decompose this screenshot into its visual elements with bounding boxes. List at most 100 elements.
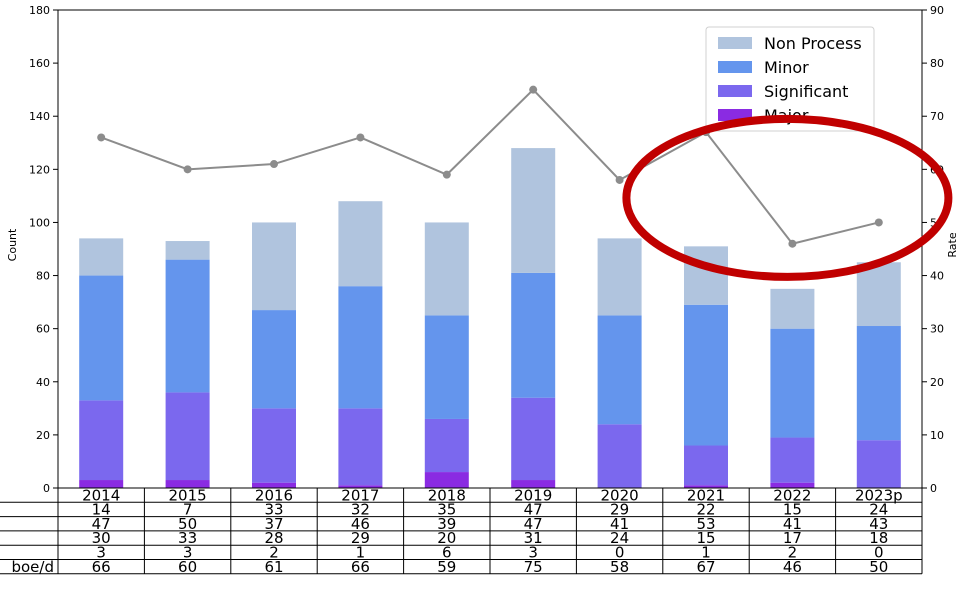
table-cell: 0 bbox=[615, 544, 625, 562]
table-cell: 29 bbox=[610, 501, 629, 519]
table-cell: 60 bbox=[178, 558, 197, 576]
y2-tick-label: 40 bbox=[930, 270, 944, 283]
bar-non-process-2016 bbox=[252, 222, 296, 311]
table-cell: 32 bbox=[351, 501, 370, 519]
bar-non-process-2019 bbox=[511, 148, 556, 273]
table-cell: 50 bbox=[869, 558, 888, 576]
y-tick-label: 0 bbox=[43, 482, 50, 495]
bar-minor-2022 bbox=[770, 328, 815, 438]
legend-swatch-non-process bbox=[718, 37, 752, 49]
table-cell: 43 bbox=[869, 515, 888, 533]
rate-point-2022 bbox=[788, 239, 797, 248]
bar-major-2017 bbox=[338, 485, 383, 488]
table-cell: 39 bbox=[437, 515, 456, 533]
table-cell: 7 bbox=[183, 501, 193, 519]
bar-non-process-2021 bbox=[684, 246, 728, 305]
table-cell: 29 bbox=[351, 529, 370, 547]
table-cell: 14 bbox=[92, 501, 111, 519]
table-cell: 30 bbox=[92, 529, 111, 547]
rate-point-2014 bbox=[97, 133, 106, 142]
table-cell: 15 bbox=[696, 529, 715, 547]
bar-significant-2022 bbox=[770, 437, 815, 483]
bar-non-process-2017 bbox=[338, 201, 383, 287]
table-cell: 47 bbox=[524, 515, 543, 533]
rate-point-2017 bbox=[356, 133, 365, 142]
y2-tick-label: 10 bbox=[930, 429, 944, 442]
table-cell: 6 bbox=[442, 544, 452, 562]
table-cell: 24 bbox=[610, 529, 629, 547]
bar-significant-2018 bbox=[424, 418, 469, 473]
table-cell: 66 bbox=[92, 558, 111, 576]
y2-tick-label: 0 bbox=[930, 482, 937, 495]
bar-non-process-2022 bbox=[770, 288, 815, 329]
y-axis-title: Count bbox=[6, 228, 19, 261]
bar-minor-2021 bbox=[684, 304, 728, 446]
y2-tick-label: 90 bbox=[930, 4, 944, 17]
legend-swatch-significant bbox=[718, 85, 752, 97]
bar-significant-2016 bbox=[252, 408, 296, 483]
table-cell: 33 bbox=[264, 501, 283, 519]
table-cell: 3 bbox=[183, 544, 193, 562]
table-cell: 20 bbox=[437, 529, 456, 547]
table-header-2019: 2019 bbox=[514, 486, 552, 504]
rate-point-2020 bbox=[615, 175, 624, 184]
table-cell: 18 bbox=[869, 529, 888, 547]
y2-axis-title: Rate bbox=[946, 232, 959, 257]
table-cell: 46 bbox=[351, 515, 370, 533]
bar-major-2015 bbox=[165, 480, 210, 488]
y2-tick-label: 20 bbox=[930, 376, 944, 389]
bar-significant-2021 bbox=[684, 445, 728, 486]
bar-major-2022 bbox=[770, 482, 815, 488]
bars-layer bbox=[79, 148, 901, 488]
bar-minor-2020 bbox=[597, 315, 642, 425]
bar-non-process-2023p bbox=[856, 262, 901, 327]
table-cell: 17 bbox=[783, 529, 802, 547]
table-header-2014: 2014 bbox=[82, 486, 120, 504]
bar-significant-2020 bbox=[597, 424, 642, 488]
table-cell: 0 bbox=[874, 544, 884, 562]
table-header-2023p: 2023p bbox=[855, 486, 903, 504]
table-header-2017: 2017 bbox=[341, 486, 379, 504]
bar-minor-2023p bbox=[856, 326, 901, 441]
legend-label-minor: Minor bbox=[764, 58, 809, 77]
bar-non-process-2014 bbox=[79, 238, 124, 276]
table-cell: 66 bbox=[351, 558, 370, 576]
table-header-2021: 2021 bbox=[687, 486, 725, 504]
y-tick-label: 180 bbox=[29, 4, 50, 17]
table-header-2018: 2018 bbox=[428, 486, 466, 504]
bar-major-2014 bbox=[79, 480, 124, 488]
table-row-label: boe/d bbox=[11, 558, 54, 576]
table-cell: 15 bbox=[783, 501, 802, 519]
rate-point-2018 bbox=[442, 170, 451, 179]
table-cell: 28 bbox=[264, 529, 283, 547]
table-cell: 41 bbox=[783, 515, 802, 533]
legend-swatch-minor bbox=[718, 61, 752, 73]
table-cell: 33 bbox=[178, 529, 197, 547]
table-cell: 37 bbox=[264, 515, 283, 533]
bar-non-process-2018 bbox=[424, 222, 469, 316]
red-ellipse-annotation bbox=[622, 114, 953, 281]
bar-minor-2014 bbox=[79, 275, 124, 401]
bar-major-2021 bbox=[684, 485, 728, 488]
table-header-2016: 2016 bbox=[255, 486, 293, 504]
bar-major-2018 bbox=[424, 472, 469, 488]
table-cell: 61 bbox=[264, 558, 283, 576]
bar-significant-2023p bbox=[856, 440, 901, 488]
legend-label-significant: Significant bbox=[764, 82, 848, 101]
table-cell: 24 bbox=[869, 501, 888, 519]
y-tick-label: 100 bbox=[29, 216, 50, 229]
table-cell: 50 bbox=[178, 515, 197, 533]
table-cell: 47 bbox=[524, 501, 543, 519]
table-header-2020: 2020 bbox=[601, 486, 639, 504]
y2-tick-label: 80 bbox=[930, 57, 944, 70]
bar-minor-2019 bbox=[511, 272, 556, 398]
table-cell: 41 bbox=[610, 515, 629, 533]
table-cell: 35 bbox=[437, 501, 456, 519]
table-cell: 31 bbox=[524, 529, 543, 547]
bar-minor-2015 bbox=[165, 259, 210, 393]
y-tick-label: 160 bbox=[29, 57, 50, 70]
rate-point-2023p bbox=[874, 218, 883, 227]
data-table: 2014 2015 2016 2017 2018 2019 2020 2021 2022 2023… bbox=[0, 486, 923, 576]
rate-point-2019 bbox=[529, 85, 538, 94]
legend-label-non-process: Non Process bbox=[764, 34, 862, 53]
